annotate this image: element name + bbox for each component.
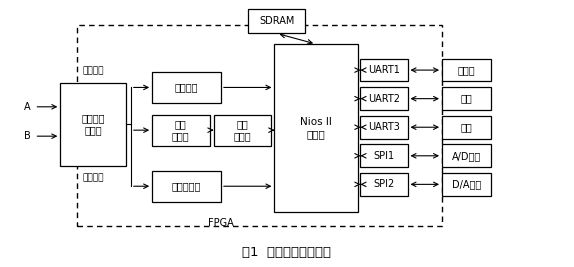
Text: UART3: UART3 — [368, 122, 400, 132]
Bar — [60, 83, 126, 166]
Bar — [442, 87, 491, 110]
Bar — [442, 59, 491, 81]
Text: A/D转换: A/D转换 — [452, 151, 481, 161]
Text: 和频计数器: 和频计数器 — [172, 181, 201, 191]
Text: 抖频计算: 抖频计算 — [175, 83, 198, 92]
Text: 上位机: 上位机 — [457, 65, 475, 75]
Text: Nios II
处理器: Nios II 处理器 — [300, 117, 332, 139]
Text: UART2: UART2 — [368, 94, 400, 104]
Bar — [248, 9, 305, 33]
Bar — [360, 59, 408, 81]
Bar — [360, 173, 408, 196]
Text: 低通
滤波器: 低通 滤波器 — [234, 119, 251, 141]
Text: 跳变检测
及鉴相: 跳变检测 及鉴相 — [82, 113, 105, 135]
Text: 图1  系统功能原理框图: 图1 系统功能原理框图 — [242, 246, 332, 259]
Text: 计数脉冲: 计数脉冲 — [83, 173, 104, 182]
Text: B: B — [24, 131, 31, 141]
Bar — [152, 171, 221, 202]
Bar — [360, 144, 408, 167]
Text: A: A — [24, 102, 31, 112]
Text: 方向信号: 方向信号 — [83, 66, 104, 75]
Text: UART1: UART1 — [368, 65, 400, 75]
Bar — [152, 115, 210, 146]
Bar — [152, 72, 221, 103]
Bar — [77, 25, 442, 226]
Text: SPI1: SPI1 — [374, 151, 394, 161]
Bar — [214, 115, 271, 146]
Text: 稳频: 稳频 — [460, 94, 472, 104]
Text: 抖动: 抖动 — [460, 122, 472, 132]
Text: SPI2: SPI2 — [373, 179, 395, 189]
Bar — [360, 87, 408, 110]
Text: SDRAM: SDRAM — [259, 16, 294, 26]
Bar — [442, 116, 491, 139]
Text: 可逆
计数器: 可逆 计数器 — [172, 119, 189, 141]
Bar — [442, 144, 491, 167]
Bar — [442, 173, 491, 196]
Bar — [360, 116, 408, 139]
Bar — [274, 44, 358, 212]
Text: D/A转换: D/A转换 — [452, 179, 481, 189]
Text: FPGA: FPGA — [208, 218, 234, 228]
